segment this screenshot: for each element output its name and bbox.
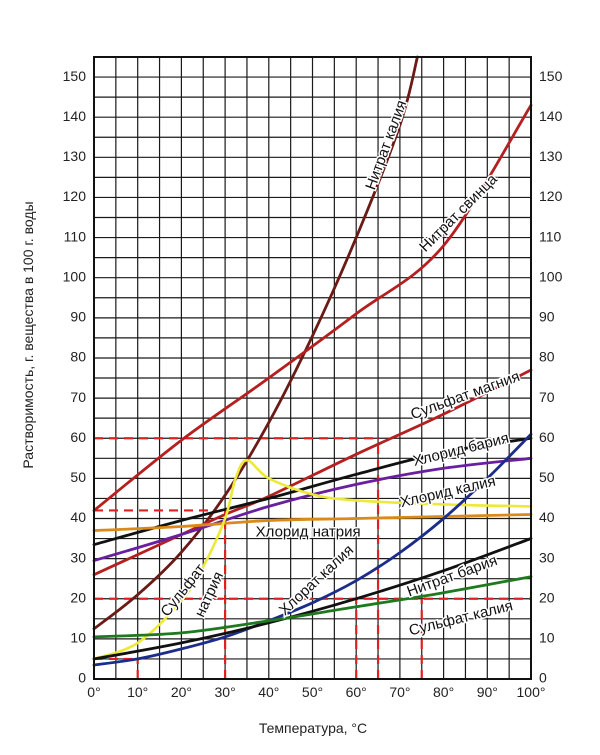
y-tick-label-right: 130: [539, 148, 563, 164]
series-line-1: [92, 55, 419, 631]
grid: [93, 56, 532, 680]
series-line-6: [92, 513, 533, 532]
tick-labels: 0 0 10 10 20 20 30 30 40 40 50 50 60 60 70 70 80 80 90 90 10…: [63, 68, 563, 700]
y-axis-title: Растворимость, г. вещества в 100 г. воды: [20, 201, 36, 468]
x-tick-label: 60°: [346, 684, 367, 700]
y-tick-label-left: 150: [63, 68, 87, 84]
y-tick-label-right: 40: [539, 509, 555, 525]
y-tick-label-left: 0: [78, 670, 86, 686]
y-tick-label-right: 30: [539, 549, 555, 565]
y-tick-label-right: 20: [539, 589, 555, 605]
x-tick-label: 40°: [258, 684, 279, 700]
x-tick-label: 10°: [127, 684, 148, 700]
series-lines: [92, 55, 533, 667]
x-tick-label: 0°: [87, 684, 100, 700]
y-tick-label-left: 90: [70, 309, 86, 325]
y-tick-label-left: 70: [70, 389, 86, 405]
x-tick-label: 30°: [215, 684, 236, 700]
plot-frame: [93, 56, 532, 680]
y-tick-label-left: 140: [63, 108, 87, 124]
y-tick-label-right: 80: [539, 349, 555, 365]
y-tick-label-right: 0: [539, 670, 547, 686]
y-tick-label-left: 100: [63, 268, 87, 284]
x-tick-label: 90°: [477, 684, 498, 700]
x-tick-label: 20°: [171, 684, 192, 700]
series-line-10: [92, 575, 533, 639]
y-tick-label-left: 20: [70, 589, 86, 605]
y-tick-label-right: 110: [539, 228, 562, 244]
series-line-2: [92, 103, 533, 512]
x-tick-label: 80°: [433, 684, 454, 700]
y-tick-label-left: 40: [70, 509, 86, 525]
reference-lines: [94, 437, 531, 679]
y-tick-label-right: 70: [539, 389, 555, 405]
series-line-4: [92, 436, 533, 546]
y-tick-label-right: 120: [539, 188, 563, 204]
series-label-6: Хлорид натрия: [256, 523, 361, 540]
y-tick-label-right: 150: [539, 68, 563, 84]
y-tick-label-right: 10: [539, 630, 555, 646]
series-line-7: [92, 459, 533, 661]
plot-border: [93, 56, 532, 680]
y-tick-label-left: 30: [70, 549, 86, 565]
series-line-8: [92, 432, 533, 667]
x-tick-label: 50°: [302, 684, 323, 700]
y-tick-label-right: 90: [539, 309, 555, 325]
y-tick-label-right: 100: [539, 268, 563, 284]
x-tick-label: 70°: [389, 684, 410, 700]
y-tick-label-right: 140: [539, 108, 563, 124]
x-tick-label: 100°: [517, 684, 546, 700]
y-tick-label-right: 50: [539, 469, 555, 485]
y-tick-label-left: 50: [70, 469, 86, 485]
series-line-9: [92, 537, 533, 661]
y-tick-label-left: 110: [64, 228, 87, 244]
y-tick-label-left: 80: [70, 349, 86, 365]
y-tick-label-left: 60: [70, 429, 86, 445]
y-tick-label-left: 10: [70, 630, 86, 646]
y-tick-label-left: 130: [63, 148, 87, 164]
y-tick-label-left: 120: [63, 188, 87, 204]
y-tick-label-right: 60: [539, 429, 555, 445]
x-axis-title: Температура, °C: [259, 720, 367, 736]
